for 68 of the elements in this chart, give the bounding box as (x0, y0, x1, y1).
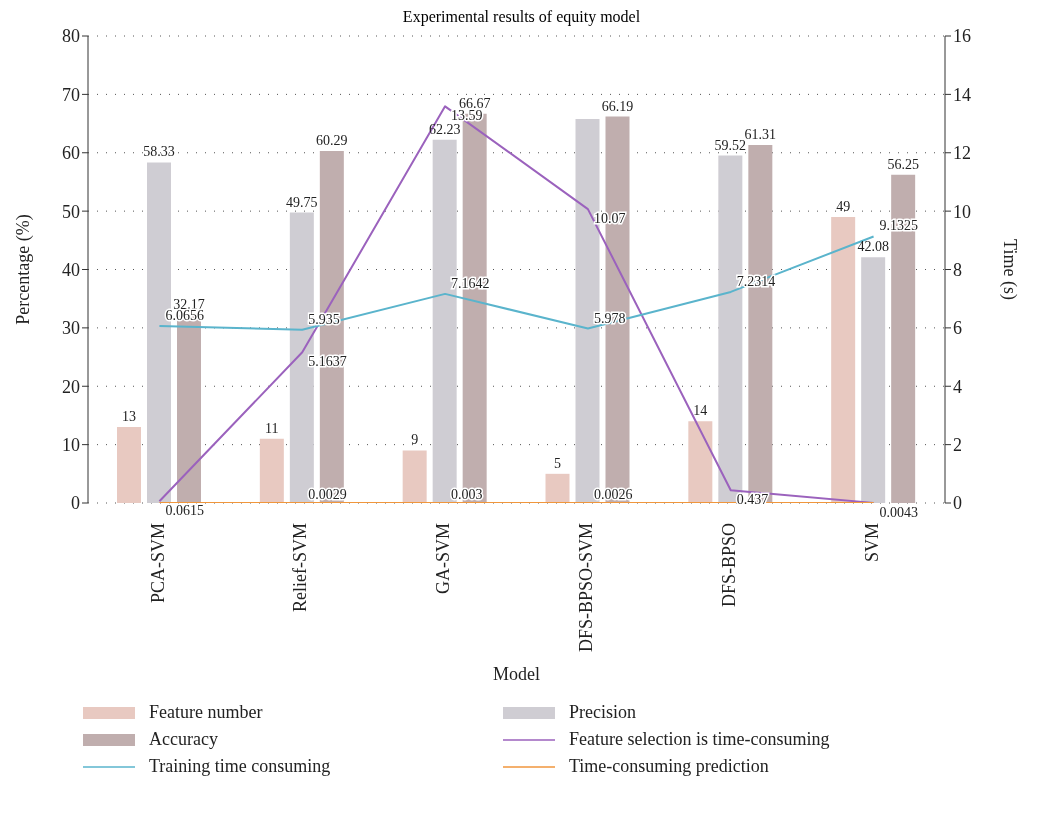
data-label: 7.1642 (451, 275, 490, 291)
y2-tick-label: 0 (953, 493, 962, 514)
x-tick-label: DFS-BPSO (718, 523, 739, 608)
bar (259, 438, 284, 503)
chart-title: Experimental results of equity model (401, 8, 642, 28)
bar (545, 473, 570, 503)
y2-tick-label: 12 (953, 143, 971, 164)
data-label: 13 (122, 409, 136, 425)
legend-label: Feature selection is time-consuming (569, 729, 830, 750)
data-label: 0.003 (451, 486, 483, 502)
data-label: 5.978 (593, 310, 626, 326)
y-tick-label: 40 (62, 259, 80, 280)
data-label: 9 (411, 432, 419, 448)
data-label: 42.08 (857, 239, 889, 255)
y-tick-label: 0 (71, 493, 80, 514)
data-label: 49.75 (286, 194, 318, 210)
data-label: 5.935 (308, 311, 340, 327)
x-tick-label: SVM (861, 523, 882, 563)
x-tick-label: PCA-SVM (147, 523, 168, 604)
data-label: 61.31 (744, 127, 777, 143)
data-label: 10.07 (593, 211, 626, 227)
y2-tick-label: 10 (953, 201, 971, 222)
x-axis-title: Model (493, 664, 540, 684)
bar (861, 257, 886, 503)
data-label: 58.33 (143, 144, 175, 160)
bar (117, 427, 141, 503)
legend-label: Precision (569, 702, 636, 723)
x-tick-label: Relief-SVM (290, 523, 311, 612)
data-label: 66.67 (458, 95, 491, 111)
data-label: 11 (265, 420, 279, 436)
y-tick-label: 80 (62, 26, 80, 47)
data-label: 49 (836, 198, 851, 214)
data-label: 0.0043 (879, 504, 919, 520)
data-label: 0.0029 (308, 486, 347, 502)
data-label: 9.1325 (879, 218, 919, 234)
data-label: 14 (693, 403, 708, 419)
y-tick-label: 20 (62, 376, 80, 397)
y2-tick-label: 2 (953, 435, 962, 456)
y2-tick-label: 6 (953, 318, 962, 339)
bar (688, 421, 713, 503)
data-label: 0.0026 (593, 486, 633, 502)
bar (831, 216, 856, 503)
y-tick-label: 70 (62, 84, 80, 105)
y-axis-title: Percentage (%) (13, 214, 35, 325)
data-label: 59.52 (714, 137, 747, 153)
x-tick-label: DFS-BPSO-SVM (576, 523, 597, 653)
data-label: 0.0615 (165, 503, 204, 519)
data-label: 13.59 (451, 108, 483, 124)
y2-tick-label: 4 (953, 376, 962, 397)
legend-label: Accuracy (149, 729, 218, 750)
y-tick-label: 30 (62, 318, 80, 339)
y2-tick-label: 8 (953, 259, 962, 280)
data-label: 5 (554, 455, 561, 471)
legend-label: Time-consuming prediction (569, 756, 769, 777)
y-tick-label: 60 (62, 143, 80, 164)
data-label: 56.25 (887, 156, 919, 172)
y2-tick-label: 16 (953, 26, 971, 47)
data-label: 66.19 (601, 98, 634, 114)
y-tick-label: 50 (62, 201, 80, 222)
x-tick-label: GA-SVM (433, 523, 454, 595)
data-label: 5.1637 (308, 354, 347, 370)
y2-tick-label: 14 (953, 84, 971, 105)
bar (402, 450, 427, 503)
y-tick-label: 10 (62, 435, 80, 456)
y2-axis-title: Time (s) (998, 239, 1020, 300)
data-label: 60.29 (316, 133, 348, 149)
legend-label: Feature number (149, 702, 263, 723)
legend-label: Training time consuming (149, 756, 331, 777)
